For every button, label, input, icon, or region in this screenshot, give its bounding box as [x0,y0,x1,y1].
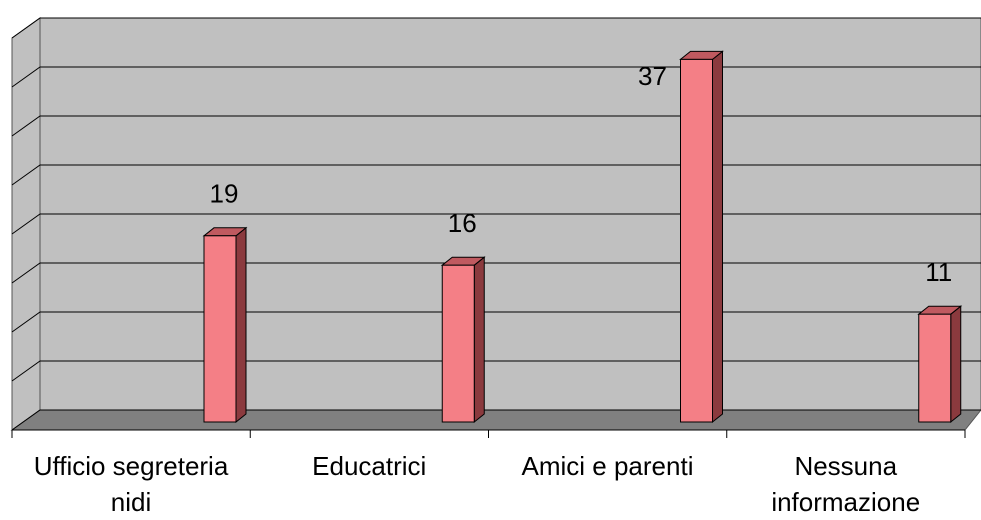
x-tick-label: Educatrici [312,451,427,481]
grid-line [11,409,981,431]
walls [10,17,981,431]
grid-line [11,115,981,137]
bar-side [473,256,485,424]
grid-line [11,17,981,39]
bar [918,313,952,423]
bar [441,264,475,423]
grid-line [11,360,981,382]
data-label: 37 [638,61,667,91]
bar [680,58,713,423]
bar-side [712,50,723,424]
bar-side [235,226,247,424]
data-label: 11 [925,257,952,287]
grid-line [11,213,981,235]
grid-line [11,66,981,88]
bar-side [950,305,962,424]
bar [203,235,237,423]
grid-line [11,164,981,186]
data-label: 16 [448,208,477,238]
grid-line [11,311,981,333]
data-label: 19 [210,179,239,209]
x-tick-label: Ufficio segreteria nidi [33,451,229,517]
x-tick-label: Amici e parenti [521,451,694,481]
x-tick-label: Nessuna informazione [771,451,921,517]
floor [10,409,981,431]
grid-line [11,262,981,284]
